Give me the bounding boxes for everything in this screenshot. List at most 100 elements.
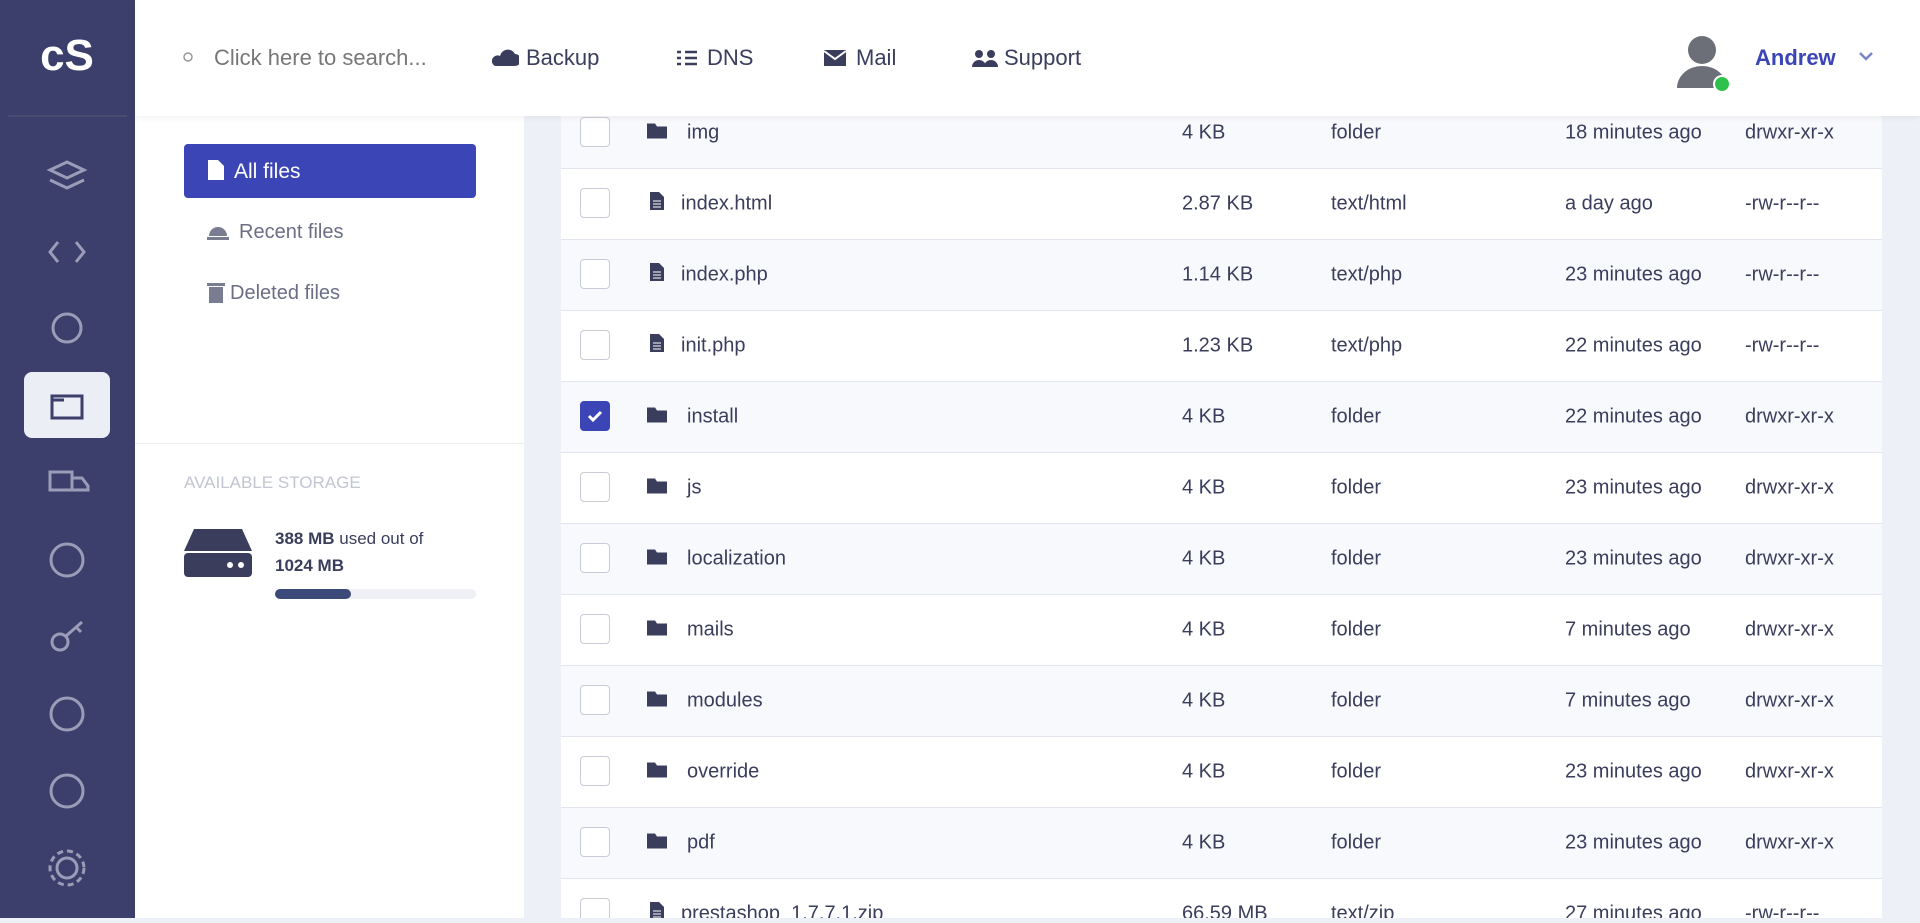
cell-type: folder	[1331, 831, 1382, 854]
file-row[interactable]: index.php 1.14 KB text/php 23 minutes ago -r…	[561, 240, 1882, 311]
avatar[interactable]	[1675, 30, 1735, 94]
nav-link[interactable]: DNS	[707, 45, 754, 70]
folder-icon	[647, 690, 667, 713]
file-row[interactable]: init.php 1.23 KB text/php 22 minutes ago -rw…	[561, 311, 1882, 382]
cell-name: init.php	[681, 334, 746, 357]
folder-icon	[647, 406, 667, 429]
cell-type: text/html	[1331, 192, 1407, 215]
cell-name: index.html	[681, 192, 773, 215]
file-row[interactable]: js 4 KB folder 23 minutes ago drwxr-xr-x	[561, 453, 1882, 524]
chevron[interactable]	[1858, 50, 1874, 62]
cell-size: 4 KB	[1182, 405, 1226, 428]
cell-modified: 22 minutes ago	[1565, 405, 1702, 428]
checkbox[interactable]	[580, 543, 610, 573]
support-icon	[972, 50, 998, 67]
cell-name: mails	[687, 618, 734, 641]
cell-permissions: -rw-r--r--	[1745, 192, 1820, 215]
cell-size: 4 KB	[1182, 760, 1226, 783]
checkbox[interactable]	[580, 756, 610, 786]
left-panel: All files Recent files Deleted files AVA…	[135, 116, 524, 918]
menu-item[interactable]: Recent files	[239, 221, 344, 243]
checkbox[interactable]	[580, 614, 610, 644]
storage-track	[275, 589, 476, 599]
cell-name: js	[687, 476, 702, 499]
divider	[135, 443, 524, 444]
cell-modified: 23 minutes ago	[1565, 831, 1702, 854]
cell-permissions: drwxr-xr-x	[1745, 831, 1834, 854]
cell-size: 4 KB	[1182, 618, 1226, 641]
cell-modified: 7 minutes ago	[1565, 618, 1691, 641]
storage-title: AVAILABLE STORAGE	[184, 473, 361, 492]
cell-name: index.php	[681, 263, 768, 286]
checkbox[interactable]	[580, 259, 610, 289]
search-input[interactable]: Click here to search...	[214, 45, 427, 70]
file-row[interactable]: modules 4 KB folder 7 minutes ago drwxr-xr-x	[561, 666, 1882, 737]
menu-item: All files	[234, 160, 301, 183]
cell-size: 4 KB	[1182, 547, 1226, 570]
storage-bar	[275, 589, 352, 599]
checkbox[interactable]	[580, 898, 610, 918]
drive-icon	[184, 529, 252, 577]
checkbox[interactable]	[580, 472, 610, 502]
cell-permissions: drwxr-xr-x	[1745, 405, 1834, 428]
checkbox[interactable]	[580, 188, 610, 218]
cell-name: prestashop_1.7.7.1.zip	[681, 902, 884, 919]
cell-permissions: drwxr-xr-x	[1745, 547, 1834, 570]
checkbox[interactable]	[580, 401, 610, 431]
file-row[interactable]: mails 4 KB folder 7 minutes ago drwxr-xr-x	[561, 595, 1882, 666]
storage-text: 388 MB used out of 1024 MB	[275, 525, 423, 579]
nav-link[interactable]: Backup	[526, 45, 600, 70]
cell-type: text/php	[1331, 263, 1403, 286]
check	[587, 410, 603, 423]
cell-type: text/zip	[1331, 902, 1395, 919]
search-icon	[183, 52, 193, 62]
cell-permissions: -rw-r--r--	[1745, 902, 1820, 919]
cell-modified: a day ago	[1565, 192, 1653, 215]
cell-modified: 7 minutes ago	[1565, 689, 1691, 712]
file-row[interactable]: index.html 2.87 KB text/html a day ago -rw-r…	[561, 169, 1882, 240]
cell-size: 1.14 KB	[1182, 263, 1254, 286]
cell-name: override	[687, 760, 760, 783]
folder-icon	[647, 548, 667, 571]
file-row[interactable]: pdf 4 KB folder 23 minutes ago drwxr-xr-x	[561, 808, 1882, 879]
cell-size: 4 KB	[1182, 689, 1226, 712]
file-icon	[208, 160, 224, 180]
folder-icon	[647, 619, 667, 642]
recent-icon	[207, 227, 229, 240]
cell-type: folder	[1331, 476, 1382, 499]
file-row[interactable]: install 4 KB folder 22 minutes ago drwxr-xr-…	[561, 382, 1882, 453]
file-row[interactable]: prestashop_1.7.7.1.zip 66.59 MB text/zip 27…	[561, 879, 1882, 918]
menu-active[interactable]: All files	[184, 144, 476, 198]
cell-permissions: -rw-r--r--	[1745, 334, 1820, 357]
cell-size: 4 KB	[1182, 831, 1226, 854]
file-row[interactable]: localization 4 KB folder 23 minutes ago drwx…	[561, 524, 1882, 595]
file-table: img 4 KB folder 18 minutes ago drwxr-xr-x ind…	[561, 98, 1882, 918]
cell-size: 4 KB	[1182, 476, 1226, 499]
nav-icons[interactable]	[46, 160, 90, 887]
checkbox[interactable]	[580, 685, 610, 715]
nav-link[interactable]: Support	[1004, 45, 1082, 70]
cell-permissions: drwxr-xr-x	[1745, 760, 1834, 783]
nav-link[interactable]: Mail	[856, 45, 897, 70]
trash-icon	[207, 283, 225, 303]
file-icon	[650, 192, 664, 216]
checkbox[interactable]	[580, 117, 610, 147]
user-name[interactable]: Andrew	[1755, 45, 1836, 70]
checkbox[interactable]	[580, 330, 610, 360]
active-nav[interactable]	[24, 372, 110, 438]
cell-type: folder	[1331, 618, 1382, 641]
file-row[interactable]: override 4 KB folder 23 minutes ago drwxr-xr…	[561, 737, 1882, 808]
checkbox[interactable]	[580, 827, 610, 857]
menu-item[interactable]: Deleted files	[230, 282, 341, 304]
dns-icon	[677, 50, 697, 66]
cell-permissions: drwxr-xr-x	[1745, 618, 1834, 641]
cell-type: text/php	[1331, 334, 1403, 357]
file-icon	[650, 263, 664, 287]
cell-modified: 27 minutes ago	[1565, 902, 1702, 919]
cell-name: install	[687, 405, 739, 428]
cell-type: folder	[1331, 121, 1382, 144]
backup-icon	[491, 49, 519, 66]
cell-modified: 23 minutes ago	[1565, 547, 1702, 570]
folder-icon	[647, 832, 667, 855]
folder-icon	[647, 477, 667, 500]
